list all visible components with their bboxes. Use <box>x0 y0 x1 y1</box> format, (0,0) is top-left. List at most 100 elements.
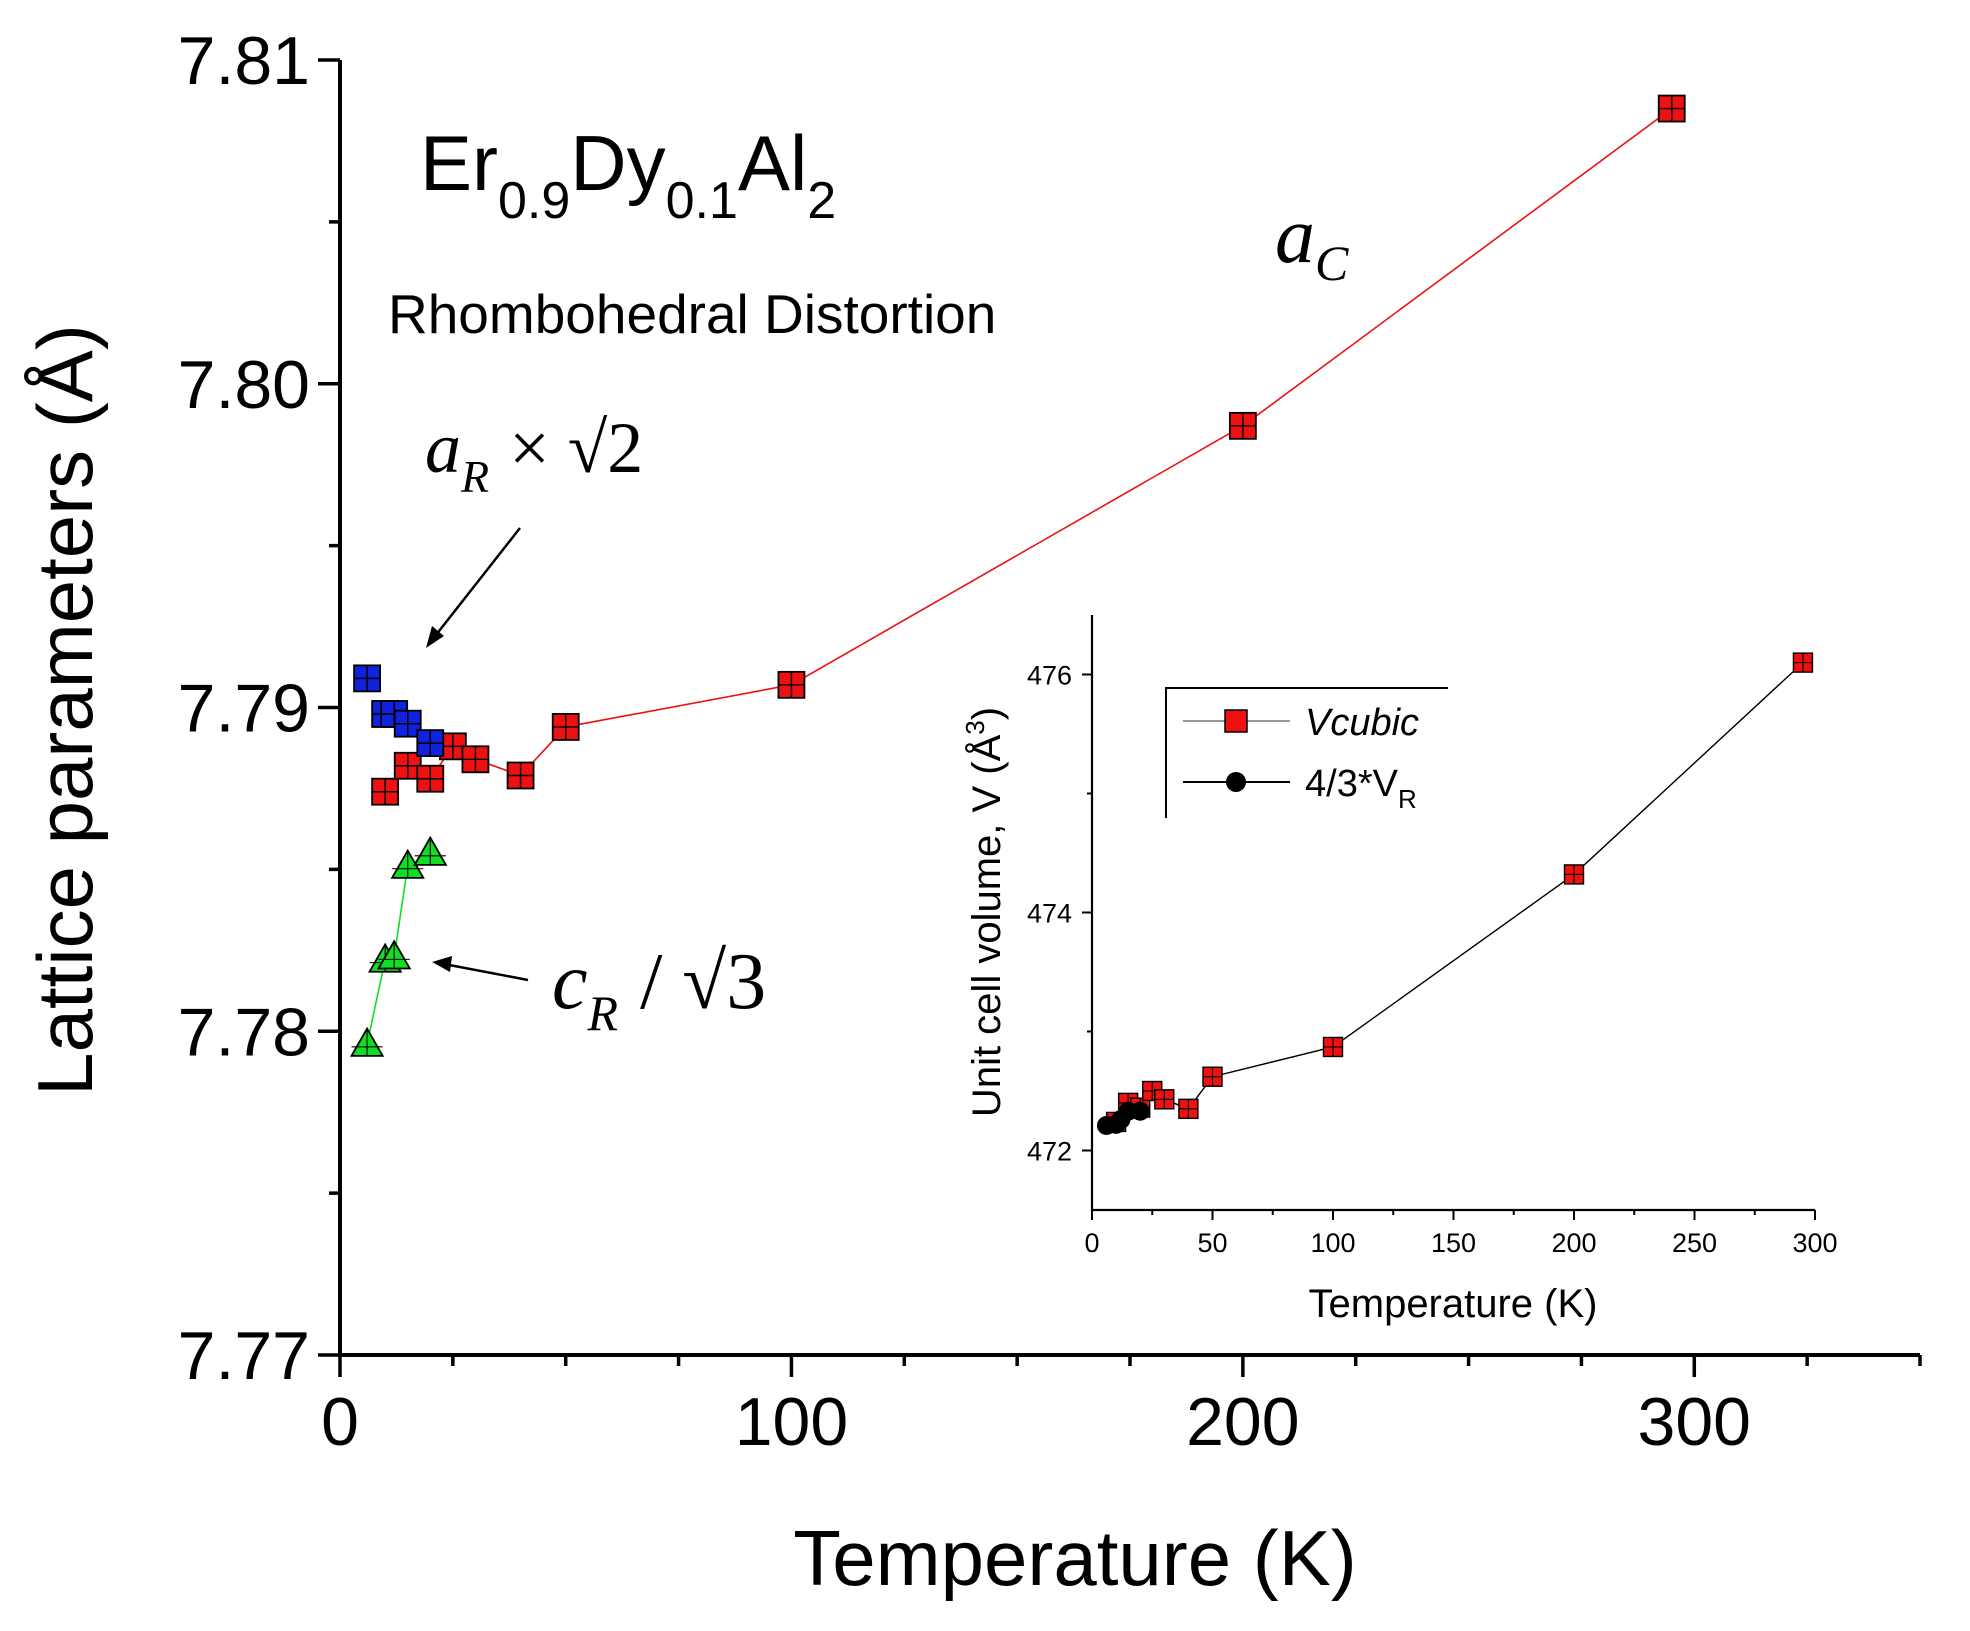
inset-x-tick-label: 50 <box>1197 1228 1227 1258</box>
inset-y-label-suffix: ) <box>965 707 1009 720</box>
arrow-a-rhombo <box>431 527 521 641</box>
main-point-errorbar <box>1658 95 1685 122</box>
main-point-errorbar <box>378 941 410 969</box>
legend-marker-vr <box>1226 772 1246 792</box>
label-c-rhombo-sub: R <box>587 985 619 1041</box>
label-c-rhombo-factor: / √3 <box>640 938 766 1026</box>
main-y-axis-label: Lattice parameters (Å) <box>21 324 109 1096</box>
main-point-errorbar <box>507 762 534 789</box>
legend-label-vr-base: 4/3*V <box>1305 763 1399 805</box>
legend-item-vcubic: Vcubic <box>1183 702 1419 744</box>
label-a-cubic: aC <box>1275 192 1349 291</box>
main-series-layer <box>349 94 1686 1057</box>
formula-sub-2: 0.1 <box>666 172 738 230</box>
inset-series-1 <box>1096 1101 1150 1136</box>
inset-point-errorbar <box>1564 864 1584 884</box>
inset-point-circle <box>1130 1101 1150 1121</box>
inset-legend: Vcubic 4/3*VR <box>1165 687 1448 818</box>
label-a-rhombo: aR × √2 <box>425 408 643 502</box>
main-series-0 <box>371 94 1686 806</box>
legend-marker-vcubic <box>1224 709 1248 733</box>
inset-x-tick-label: 0 <box>1084 1228 1099 1258</box>
main-point-errorbar <box>778 671 805 698</box>
main-point-errorbar <box>372 778 399 805</box>
inset-y-tick-label: 472 <box>1027 1137 1072 1167</box>
formula-title: Er0.9Dy0.1Al2 <box>420 119 836 230</box>
main-y-tick-label: 7.78 <box>178 994 310 1070</box>
label-a-cubic-base: a <box>1275 192 1315 280</box>
main-point-errorbar <box>392 850 424 878</box>
inset-x-ticks: 0 50 100 150 200 250 300 <box>1084 1210 1838 1258</box>
formula-base-1: Er <box>420 119 498 207</box>
formula-base-3: Al <box>738 119 807 207</box>
formula-sub-1: 0.9 <box>498 172 570 230</box>
main-point-errorbar <box>462 746 489 773</box>
main-x-axis-label: Temperature (K) <box>793 1514 1357 1602</box>
main-y-tick-label: 7.79 <box>178 671 310 747</box>
label-c-rhombo: cR / √3 <box>552 938 766 1041</box>
inset-axis-frame <box>1090 615 1815 1212</box>
main-series-1 <box>353 664 445 758</box>
main-y-ticks: 7.77 7.78 7.79 7.80 7.81 <box>178 23 340 1394</box>
arrow-a-rhombo-head <box>426 626 444 648</box>
inset-chart: 472 474 476 0 50 100 150 200 250 300 Unit cell v… <box>960 615 1838 1326</box>
inset-x-tick-label: 200 <box>1551 1228 1596 1258</box>
main-point-errorbar <box>394 752 421 779</box>
legend-label-vr: 4/3*VR <box>1305 763 1417 814</box>
main-y-tick-label: 7.77 <box>178 1318 310 1394</box>
main-chart: 7.77 7.78 7.79 7.80 7.81 0 100 200 300 Lattice … <box>21 23 1922 1602</box>
main-y-tick-label: 7.80 <box>178 347 310 423</box>
label-c-rhombo-base: c <box>552 938 588 1026</box>
arrow-c-rhombo <box>443 962 529 982</box>
chart-subtitle: Rhombohedral Distortion <box>388 283 996 345</box>
main-point-errorbar <box>1229 412 1256 439</box>
label-a-cubic-sub: C <box>1315 235 1349 291</box>
inset-point-errorbar <box>1793 653 1813 673</box>
main-point-errorbar <box>417 730 444 757</box>
main-axis-frame <box>338 60 1920 1357</box>
inset-point-errorbar <box>1154 1089 1174 1109</box>
inset-point-errorbar <box>1178 1099 1198 1119</box>
main-point-errorbar <box>394 710 421 737</box>
inset-x-tick-label: 250 <box>1672 1228 1717 1258</box>
inset-y-ticks: 472 474 476 <box>1027 661 1092 1167</box>
inset-legend-frame <box>1165 687 1448 818</box>
legend-label-vcubic-text: Vcubic <box>1305 702 1419 744</box>
label-a-rhombo-sub: R <box>460 451 489 502</box>
main-series-2 <box>349 835 448 1057</box>
inset-point-errorbar <box>1323 1037 1343 1057</box>
legend-label-vr-sub: R <box>1398 784 1417 814</box>
main-x-tick-label: 200 <box>1186 1384 1299 1460</box>
legend-label-vcubic: Vcubic <box>1305 702 1419 744</box>
main-x-tick-label: 0 <box>321 1384 359 1460</box>
inset-x-tick-label: 150 <box>1431 1228 1476 1258</box>
formula-base-2: Dy <box>570 119 665 207</box>
main-x-tick-label: 100 <box>735 1384 848 1460</box>
inset-x-axis-label: Temperature (K) <box>1309 1282 1598 1326</box>
legend-item-vr: 4/3*VR <box>1183 763 1417 814</box>
arrow-c-rhombo-head <box>432 956 452 972</box>
main-point-errorbar <box>351 1028 383 1056</box>
inset-y-axis-label: Unit cell volume, V (Å3) <box>960 707 1009 1117</box>
main-point-errorbar <box>552 713 579 740</box>
label-a-rhombo-base: a <box>425 408 461 488</box>
main-point-errorbar <box>354 665 381 692</box>
main-point-errorbar <box>414 837 446 865</box>
main-point-errorbar <box>439 733 466 760</box>
inset-x-tick-label: 100 <box>1310 1228 1355 1258</box>
inset-x-tick-label: 300 <box>1792 1228 1837 1258</box>
inset-series-0-line <box>1115 662 1804 1123</box>
inset-y-tick-label: 474 <box>1027 899 1072 929</box>
inset-y-label-prefix: Unit cell volume, V (Å <box>964 734 1009 1117</box>
formula-sub-3: 2 <box>807 172 836 230</box>
inset-series-0 <box>1105 652 1814 1133</box>
inset-series-layer <box>1096 652 1814 1136</box>
main-x-ticks: 0 100 200 300 <box>321 1355 1922 1460</box>
inset-point-errorbar <box>1203 1067 1222 1087</box>
label-a-rhombo-factor: × √2 <box>509 408 643 488</box>
inset-y-tick-label: 476 <box>1027 661 1072 691</box>
main-point-errorbar <box>417 765 444 792</box>
inset-y-label-sup: 3 <box>960 720 990 734</box>
main-x-tick-label: 300 <box>1638 1384 1751 1460</box>
